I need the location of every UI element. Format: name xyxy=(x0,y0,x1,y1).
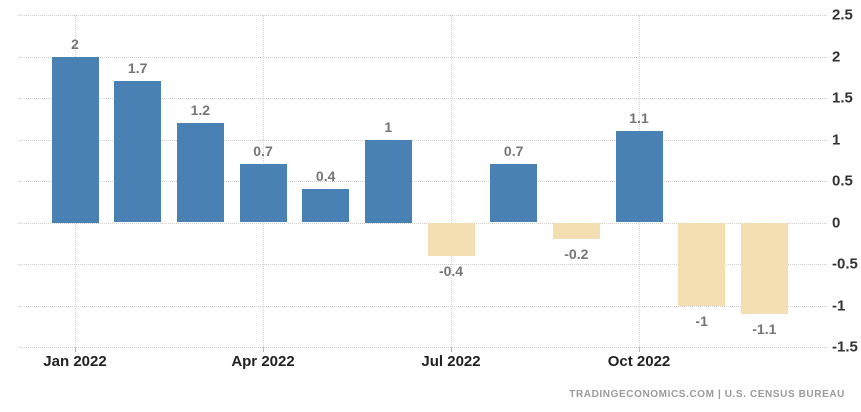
bar-jul-2022[interactable] xyxy=(427,222,475,256)
x-axis-tick-mark xyxy=(75,347,76,352)
bar-value-label: -0.2 xyxy=(564,246,589,263)
gridline-horizontal xyxy=(19,181,827,182)
bar-dec-2022[interactable] xyxy=(740,222,788,314)
y-axis-tick-label: 0 xyxy=(832,214,841,231)
bar-nov-2022[interactable] xyxy=(678,222,726,306)
gridline-horizontal xyxy=(19,98,827,99)
y-axis-tick-label: -1 xyxy=(832,297,846,314)
bar-value-label: 1 xyxy=(384,118,393,135)
y-axis-tick-label: 2.5 xyxy=(832,6,853,24)
bar-value-label: 1.2 xyxy=(190,101,211,118)
bar-value-label: 2 xyxy=(71,35,79,52)
bar-mar-2022[interactable] xyxy=(176,122,224,223)
bar-value-label: -1.1 xyxy=(752,320,777,337)
bar-apr-2022[interactable] xyxy=(239,164,287,223)
bar-aug-2022[interactable] xyxy=(490,164,538,223)
bar-value-label: 0.7 xyxy=(253,143,273,160)
gridline-horizontal xyxy=(19,139,827,141)
bar-value-label: 0.4 xyxy=(315,168,336,185)
y-axis-tick-label: -1.5 xyxy=(832,338,858,356)
bar-jun-2022[interactable] xyxy=(364,139,412,223)
attribution-text: TRADINGECONOMICS.COM | U.S. CENSUS BUREA… xyxy=(569,389,845,400)
gridline-horizontal xyxy=(19,15,827,16)
y-axis-tick-label: -0.5 xyxy=(832,255,858,273)
x-axis-tick-label: Jul 2022 xyxy=(421,353,481,370)
y-axis-tick-label: 2 xyxy=(832,48,841,65)
x-axis-tick-mark xyxy=(639,347,640,352)
gridline-vertical xyxy=(451,15,452,347)
x-axis-tick-label: Apr 2022 xyxy=(231,353,295,370)
y-axis-tick-label: 0.5 xyxy=(832,172,853,190)
bar-oct-2022[interactable] xyxy=(615,131,663,223)
bar-value-label: -1 xyxy=(695,312,708,329)
bar-value-label: -0.4 xyxy=(438,262,464,279)
bar-value-label: 1.7 xyxy=(127,60,148,77)
gridline-horizontal xyxy=(19,222,827,224)
bar-jan-2022[interactable] xyxy=(51,56,99,223)
bar-value-label: 0.7 xyxy=(503,143,524,160)
bar-may-2022[interactable] xyxy=(302,189,350,223)
x-axis-tick-label: Oct 2022 xyxy=(607,353,671,370)
gridline-horizontal xyxy=(19,56,827,58)
bar-sep-2022[interactable] xyxy=(552,222,600,240)
gridline-horizontal xyxy=(19,347,827,348)
gridline-horizontal xyxy=(19,264,827,265)
x-axis-tick-label: Jan 2022 xyxy=(43,353,107,370)
gridline-horizontal xyxy=(19,305,827,307)
bar-value-label: 1.1 xyxy=(629,110,649,127)
y-axis-tick-label: 1 xyxy=(832,131,841,148)
bar-feb-2022[interactable] xyxy=(114,81,162,223)
x-axis-tick-mark xyxy=(263,347,264,352)
x-axis-tick-mark xyxy=(451,347,452,352)
y-axis-tick-label: 1.5 xyxy=(832,89,853,107)
